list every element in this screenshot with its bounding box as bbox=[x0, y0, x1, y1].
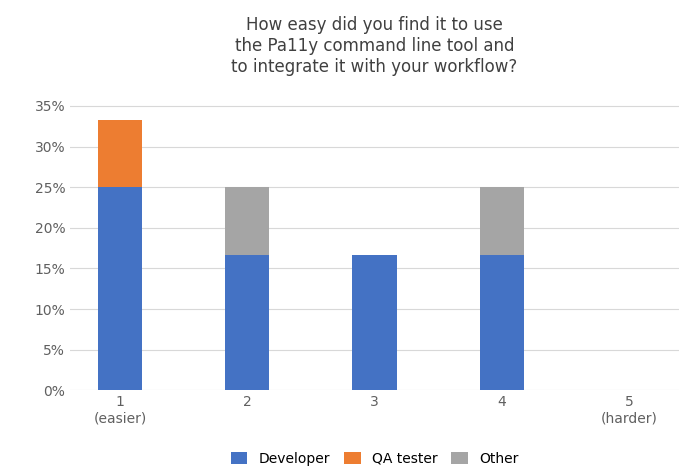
Bar bbox=[480, 255, 524, 390]
Bar bbox=[98, 119, 142, 187]
Title: How easy did you find it to use
the Pa11y command line tool and
to integrate it : How easy did you find it to use the Pa11… bbox=[232, 16, 517, 76]
Bar bbox=[225, 255, 270, 390]
Legend: Developer, QA tester, Other: Developer, QA tester, Other bbox=[225, 446, 524, 471]
Bar bbox=[480, 187, 524, 255]
Bar bbox=[225, 187, 270, 255]
Bar bbox=[352, 255, 397, 390]
Bar bbox=[98, 187, 142, 390]
